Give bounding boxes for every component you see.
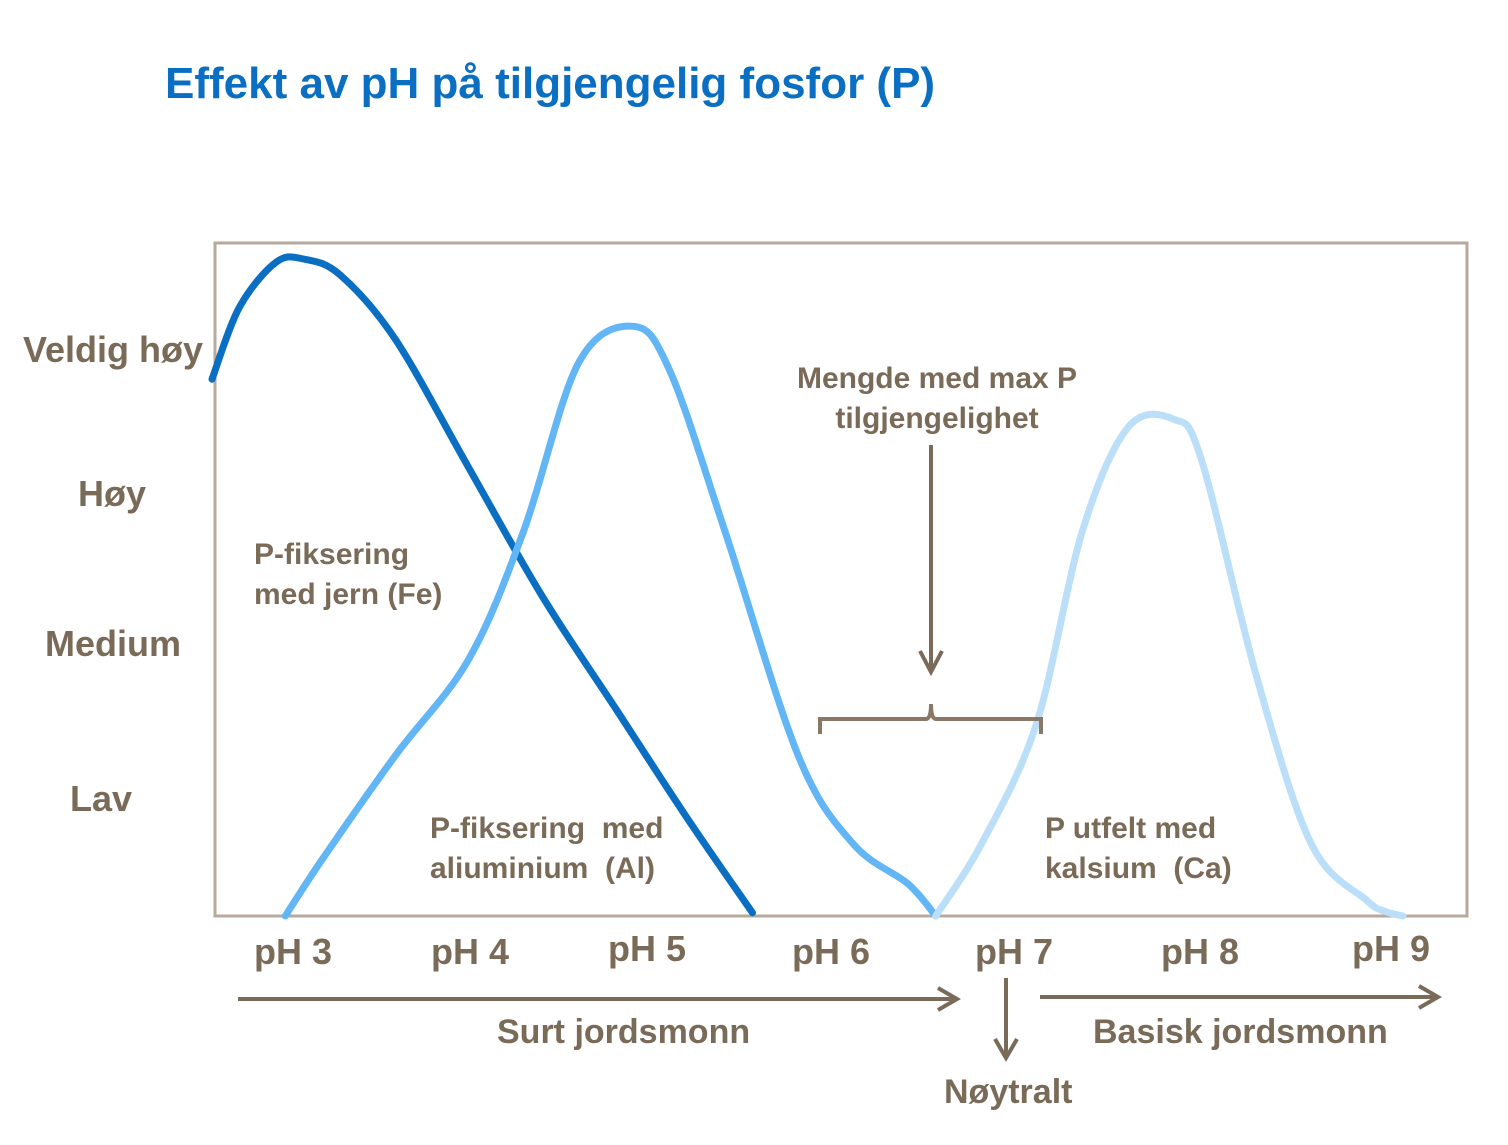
chart-title: Effekt av pH på tilgjengelig fosfor (P) (165, 59, 935, 108)
x-tick-label: pH 6 (792, 931, 870, 972)
y-level-label: Medium (45, 623, 181, 664)
annotation-fe: P-fiksering (254, 538, 409, 571)
annotation-ca: kalsium (Ca) (1045, 852, 1232, 885)
annotation-ca: P utfelt med (1045, 812, 1216, 845)
y-level-label: Lav (70, 778, 132, 819)
series-layer (208, 253, 1407, 920)
series-line-1 (208, 253, 756, 917)
basic-soil-label: Basisk jordsmonn (1093, 1013, 1388, 1051)
neutral-label: Nøytralt (944, 1073, 1072, 1111)
annotation-max: Mengde med max P (797, 362, 1077, 395)
series-line-2 (281, 322, 940, 920)
acid-arrow-head (936, 986, 961, 1012)
neutral-arrow-head (993, 1037, 1019, 1062)
x-tick-label: pH 7 (975, 931, 1053, 972)
series-line-3 (932, 410, 1407, 920)
plot-frame (213, 241, 1469, 918)
annotation-al: aliuminium (Al) (430, 852, 655, 885)
x-tick-label: pH 8 (1161, 931, 1239, 972)
x-tick-label: pH 4 (431, 931, 509, 972)
y-level-label: Veldig høy (23, 329, 203, 370)
x-tick-label: pH 3 (254, 931, 332, 972)
basic-arrow-head (1417, 984, 1442, 1010)
annotation-max: tilgjengelighet (835, 402, 1038, 435)
acid-soil-label: Surt jordsmonn (497, 1013, 750, 1051)
annotation-al: P-fiksering med (430, 812, 663, 845)
max-arrow-head (918, 650, 944, 677)
y-level-label: Høy (78, 473, 146, 514)
max-range-bracket (818, 703, 1043, 734)
annotation-fe: med jern (Fe) (254, 578, 442, 611)
x-tick-label: pH 5 (608, 928, 686, 969)
x-tick-label: pH 9 (1352, 928, 1430, 969)
